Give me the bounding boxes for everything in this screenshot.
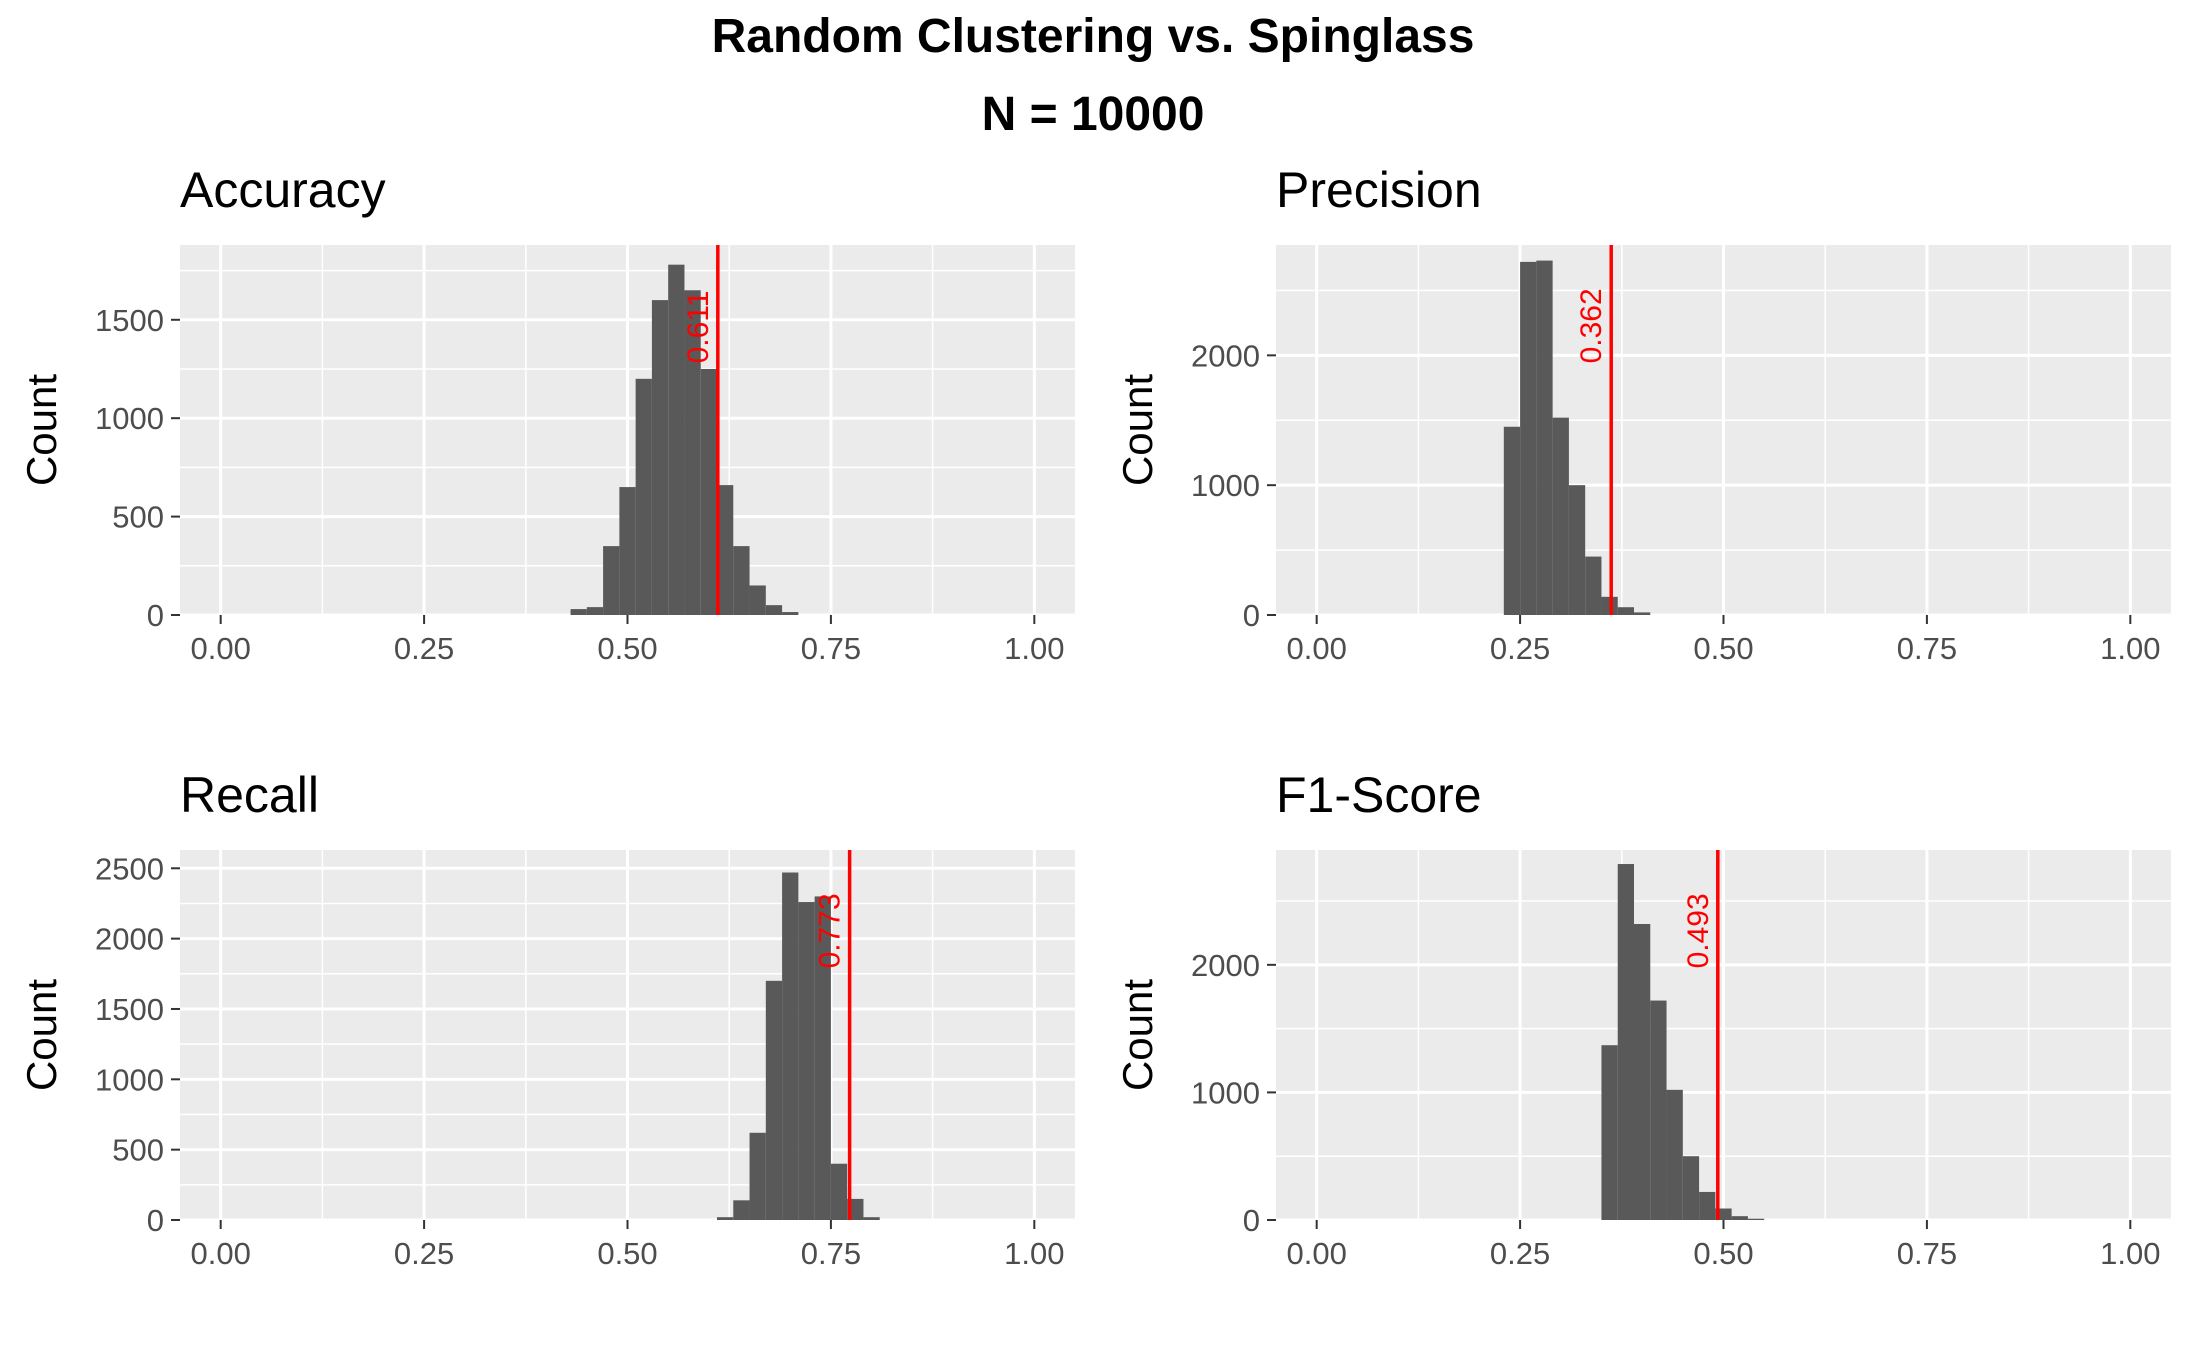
x-tick-label: 0.50 (597, 1236, 657, 1271)
marker-label: 0.362 (1575, 288, 1608, 363)
x-tick-label: 0.50 (1693, 631, 1753, 666)
x-tick-label: 0.25 (1490, 1236, 1550, 1271)
histogram-bar (1747, 1218, 1765, 1220)
histogram-bar (1617, 607, 1634, 615)
x-tick-label: 0.50 (597, 631, 657, 666)
chart-panel-4: 0.493 0.00 0.25 0.50 0.75 1.00 0 1000 2000 F1-Sco… (1114, 767, 2171, 1271)
y-tick-label: 1500 (95, 992, 164, 1027)
histogram-bar (1617, 864, 1634, 1220)
chart-panel-2: 0.362 0.00 0.25 0.50 0.75 1.00 0 1000 2000 Precis… (1114, 162, 2171, 666)
x-tick-label: 0.75 (1897, 1236, 1957, 1271)
y-tick-label: 2000 (1191, 338, 1260, 373)
x-tick-label: 1.00 (2100, 1236, 2160, 1271)
y-tick-label: 2000 (1191, 948, 1260, 983)
histogram-bar (863, 1217, 880, 1220)
histogram-bar (1585, 556, 1602, 615)
main-title: Random Clustering vs. Spinglass (712, 10, 1475, 63)
y-tick-label: 0 (1243, 1203, 1260, 1238)
x-tick-label: 0.75 (1897, 631, 1957, 666)
histogram-bar (619, 487, 636, 615)
histogram-bar (635, 378, 652, 615)
histogram-bar (717, 485, 734, 615)
x-tick-label: 0.25 (1490, 631, 1550, 666)
x-tick-label: 0.50 (1693, 1236, 1753, 1271)
histogram-bar (782, 612, 799, 615)
histogram-bar (684, 290, 701, 615)
histogram-bar (1650, 1000, 1667, 1220)
histogram-bar (814, 896, 831, 1220)
x-tick-label: 0.75 (801, 1236, 861, 1271)
histogram-bar (749, 585, 766, 615)
histogram-bar (830, 1163, 848, 1220)
x-tick-label: 0.00 (1287, 1236, 1347, 1271)
y-tick-label: 1000 (95, 1062, 164, 1097)
x-tick-label: 0.75 (801, 631, 861, 666)
histogram-bar (765, 605, 783, 615)
panel-title: F1-Score (1276, 767, 1482, 823)
histogram-bar (1520, 261, 1537, 615)
y-tick-label: 500 (112, 1133, 164, 1168)
histogram-bar (1536, 260, 1553, 615)
y-axis-label: Count (1114, 979, 1161, 1091)
marker-label: 0.493 (1682, 893, 1715, 968)
histogram-bar (717, 1217, 734, 1220)
histogram-bar (1634, 612, 1651, 615)
chart-panel-3: 0.773 0.00 0.25 0.50 0.75 1.00 0 500 1000 1500 200… (18, 767, 1075, 1271)
marker-label: 0.611 (682, 291, 715, 364)
histogram-bar (586, 607, 604, 615)
histogram-bar (1715, 1208, 1732, 1220)
histogram-bar (1552, 417, 1569, 615)
histogram-bar (1682, 1156, 1700, 1220)
histogram-bar (700, 368, 717, 615)
histogram-bar (749, 1132, 766, 1220)
histogram-bar (1699, 1191, 1716, 1220)
y-tick-label: 1500 (95, 303, 164, 338)
x-tick-label: 1.00 (2100, 631, 2160, 666)
panel-title: Precision (1276, 162, 1482, 218)
y-axis-label: Count (18, 979, 65, 1091)
y-tick-label: 0 (147, 598, 164, 633)
histogram-bar (603, 546, 620, 615)
chart-panel-1: 0.611 0.00 0.25 0.50 0.75 1.00 0 500 1000 1500 Acc… (18, 162, 1075, 666)
y-tick-label: 1000 (95, 401, 164, 436)
x-tick-label: 0.00 (191, 631, 251, 666)
y-axis-label: Count (18, 374, 65, 486)
histogram-bar (1601, 1045, 1618, 1220)
histogram-bar (1634, 924, 1651, 1220)
histogram-bar (1568, 485, 1586, 615)
histogram-bar (570, 609, 587, 615)
x-tick-label: 1.00 (1004, 631, 1064, 666)
y-tick-label: 0 (147, 1203, 164, 1238)
histogram-bar (782, 872, 799, 1220)
x-tick-label: 0.00 (191, 1236, 251, 1271)
y-tick-label: 1000 (1191, 468, 1260, 503)
histogram-bar (668, 264, 685, 615)
y-tick-label: 2000 (95, 922, 164, 957)
histogram-bar (765, 980, 783, 1220)
y-axis-label: Count (1114, 374, 1161, 486)
x-tick-label: 0.25 (394, 1236, 454, 1271)
x-tick-label: 1.00 (1004, 1236, 1064, 1271)
marker-label: 0.773 (814, 893, 847, 968)
panels: 0.611 0.00 0.25 0.50 0.75 1.00 0 500 1000 1500 Acc… (18, 162, 2171, 1271)
histogram-bar (733, 1200, 750, 1220)
histogram-bar (798, 902, 815, 1220)
histogram-bar (1731, 1216, 1748, 1220)
y-tick-label: 1000 (1191, 1075, 1260, 1110)
histogram-bar (1666, 1089, 1683, 1220)
histogram-bar (651, 300, 669, 615)
x-tick-label: 0.00 (1287, 631, 1347, 666)
panel-title: Recall (180, 767, 319, 823)
y-tick-label: 2500 (95, 851, 164, 886)
x-tick-label: 0.25 (394, 631, 454, 666)
histogram-bar (733, 546, 750, 615)
panel-title: Accuracy (180, 162, 386, 218)
y-tick-label: 0 (1243, 598, 1260, 633)
y-tick-label: 500 (112, 500, 164, 535)
main-subtitle: N = 10000 (982, 88, 1205, 141)
histogram-bar (1503, 426, 1521, 615)
